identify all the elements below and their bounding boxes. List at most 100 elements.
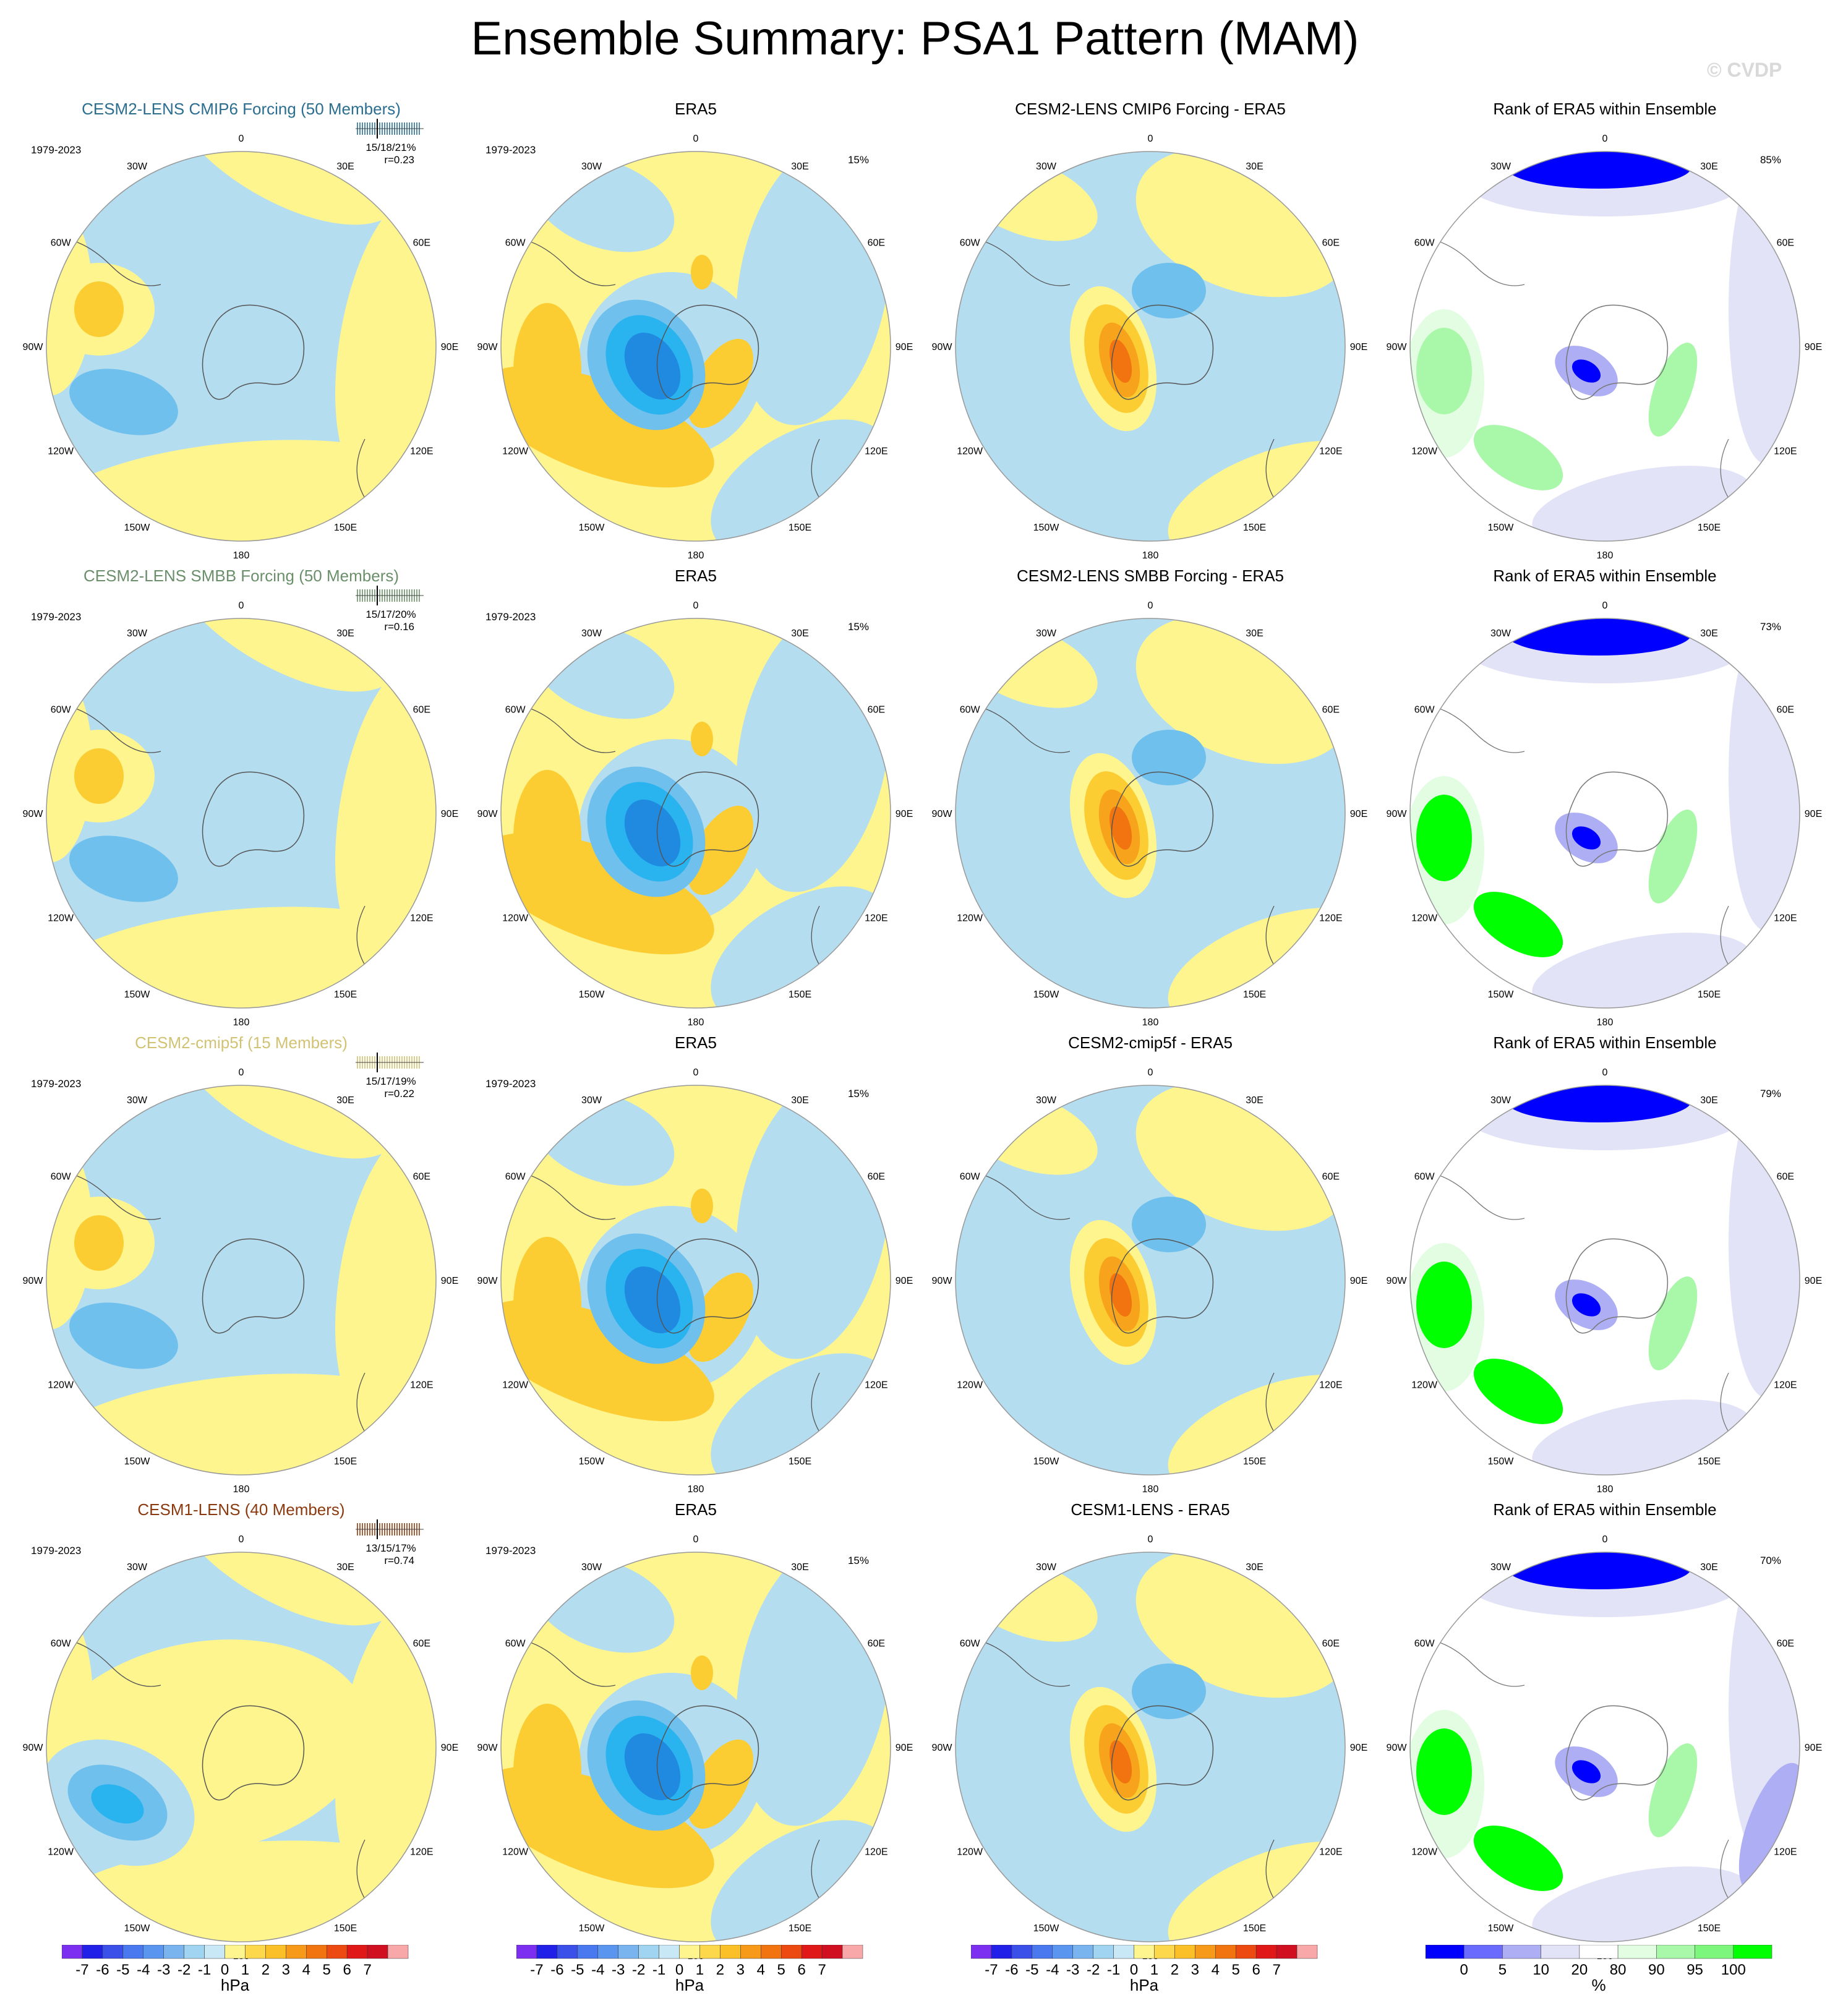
colorbar-tick-label: -3 <box>1066 1962 1079 1978</box>
longitude-label: 120W <box>957 1380 983 1391</box>
colorbar-bin <box>1113 1945 1134 1959</box>
longitude-label: 90W <box>932 1276 953 1286</box>
field-layer <box>46 618 436 1008</box>
longitude-label: 90W <box>477 1743 498 1753</box>
longitude-label: 0 <box>239 1534 244 1545</box>
longitude-label: 60E <box>868 238 885 249</box>
longitude-label: 150W <box>124 523 151 533</box>
rank-region <box>1473 892 1563 957</box>
panel-model-row2: CESM2-LENS SMBB Forcing (50 Members) 0 30E… <box>12 566 470 1054</box>
difference-title: CESM1-LENS - ERA5 <box>1071 1500 1230 1519</box>
longitude-label: 0 <box>1602 1534 1608 1545</box>
positive-anomaly <box>1109 806 1132 850</box>
longitude-label: 30E <box>336 161 354 172</box>
colorbar-tick-label: -6 <box>1005 1962 1018 1978</box>
era5-variance-pct: 15% <box>848 621 869 633</box>
longitude-label: 150E <box>789 523 811 533</box>
colorbar-4: 0 5 10 20 80 90 95 100% <box>1426 1945 1772 1994</box>
field-layer <box>501 618 891 1008</box>
longitude-label: 90E <box>896 342 913 352</box>
longitude-label: 90E <box>1350 342 1367 352</box>
longitude-label: 150W <box>579 989 605 1000</box>
longitude-label: 120E <box>1319 1380 1342 1391</box>
map-era: 0 30E 60E 90E 120E 150E 180 150W 120W 90W 60W 30W 19… <box>477 1067 913 1495</box>
longitude-label: 30W <box>1490 1562 1511 1573</box>
colorbar-tick-label: 6 <box>797 1962 805 1978</box>
colorbar-bin <box>1579 1945 1618 1959</box>
negative-anomaly <box>1132 730 1206 785</box>
colorbar-tick-label: 4 <box>302 1962 310 1978</box>
colorbar-bin <box>516 1945 537 1959</box>
difference-title: CESM2-cmip5f - ERA5 <box>1068 1033 1233 1052</box>
longitude-label: 30E <box>1246 1562 1263 1573</box>
negative-anomaly <box>69 1302 178 1369</box>
colorbar-bin <box>638 1945 659 1959</box>
positive-anomaly <box>691 255 713 289</box>
longitude-label: 120W <box>1411 446 1438 457</box>
longitude-label: 120W <box>1411 913 1438 924</box>
longitude-label: 120W <box>1411 1847 1438 1858</box>
explained-variance-stats: 13/15/17% <box>366 1542 416 1554</box>
longitude-label: 90E <box>896 1743 913 1753</box>
field-layer <box>501 1552 891 1942</box>
map-boundary <box>1409 1552 1800 1942</box>
longitude-label: 30W <box>1490 161 1511 172</box>
map-boundary <box>955 151 1346 542</box>
colorbar-unit: hPa <box>1130 1976 1159 1994</box>
map-model: 0 30E 60E 90E 120E 150E 180 150W 120W 90W 60W 30W 19… <box>23 119 458 561</box>
colorbar-bin <box>122 1945 144 1959</box>
colorbar-tick-label: 1 <box>241 1962 249 1978</box>
longitude-label: 90W <box>477 342 498 352</box>
colorbar-unit: hPa <box>675 1976 704 1994</box>
field-layer <box>956 152 1345 541</box>
colorbar-tick-label: 95 <box>1687 1962 1703 1978</box>
panel-era-row4: ERA5030E60E90E120E150E180150W120W90W60W3… <box>467 1500 925 1988</box>
longitude-label: 90E <box>1805 342 1822 352</box>
longitude-label: 90E <box>441 809 458 819</box>
longitude-label: 150W <box>1488 1456 1515 1467</box>
negative-anomaly <box>624 799 681 867</box>
colorbar-bin <box>1072 1945 1093 1959</box>
rank-region <box>1738 1762 1800 1892</box>
colorbar-bin <box>1426 1945 1464 1959</box>
negative-anomaly <box>91 1784 144 1824</box>
colorbar-tick-label: 100 <box>1721 1962 1746 1978</box>
colorbar-bin <box>740 1945 761 1959</box>
colorbar-tick-label: 20 <box>1571 1962 1588 1978</box>
map-diff: 0 30E 60E 90E 120E 150E 180 150W 120W 90W 60W 30W <box>932 1067 1368 1495</box>
longitude-label: 120E <box>865 1380 887 1391</box>
longitude-label: 180 <box>688 1017 704 1028</box>
map-boundary <box>1409 1085 1800 1476</box>
antarctica-coastline <box>202 1705 305 1801</box>
colorbar-tick-label: 0 <box>221 1962 229 1978</box>
map-boundary <box>46 1085 437 1476</box>
longitude-label: 150W <box>1488 989 1515 1000</box>
negative-anomaly <box>1132 1197 1206 1252</box>
colorbar-bin <box>1195 1945 1216 1959</box>
longitude-label: 60E <box>413 238 430 249</box>
colorbar-tick-label: 5 <box>1499 1962 1507 1978</box>
colorbar-tick-label: 80 <box>1610 1962 1627 1978</box>
longitude-label: 120W <box>957 913 983 924</box>
longitude-label: 150W <box>579 1456 605 1467</box>
panel-diff-row1: CESM2-LENS CMIP6 Forcing - ERA5 0 30E 60E 90… <box>921 99 1379 587</box>
positive-anomaly <box>1109 1740 1132 1784</box>
colorbar-bin <box>1255 1945 1277 1959</box>
longitude-label: 0 <box>1148 600 1153 611</box>
colorbar-tick-label: 1 <box>696 1962 704 1978</box>
longitude-label: 150E <box>1698 1923 1721 1934</box>
map-boundary <box>46 1552 437 1942</box>
rank-region <box>1473 425 1563 490</box>
colorbar-bin <box>1052 1945 1073 1959</box>
colorbar-tick-label: 90 <box>1648 1962 1665 1978</box>
antarctica-coastline <box>202 771 305 867</box>
colorbar-bin <box>618 1945 639 1959</box>
longitude-label: 150E <box>789 989 811 1000</box>
positive-anomaly <box>168 1085 401 1159</box>
colorbar-bin <box>720 1945 741 1959</box>
longitude-label: 30E <box>1246 161 1263 172</box>
rank-region <box>1571 826 1601 850</box>
era5-title: ERA5 <box>675 1033 717 1052</box>
longitude-label: 30W <box>1036 161 1057 172</box>
era5-variance-pct: 15% <box>848 1555 869 1566</box>
